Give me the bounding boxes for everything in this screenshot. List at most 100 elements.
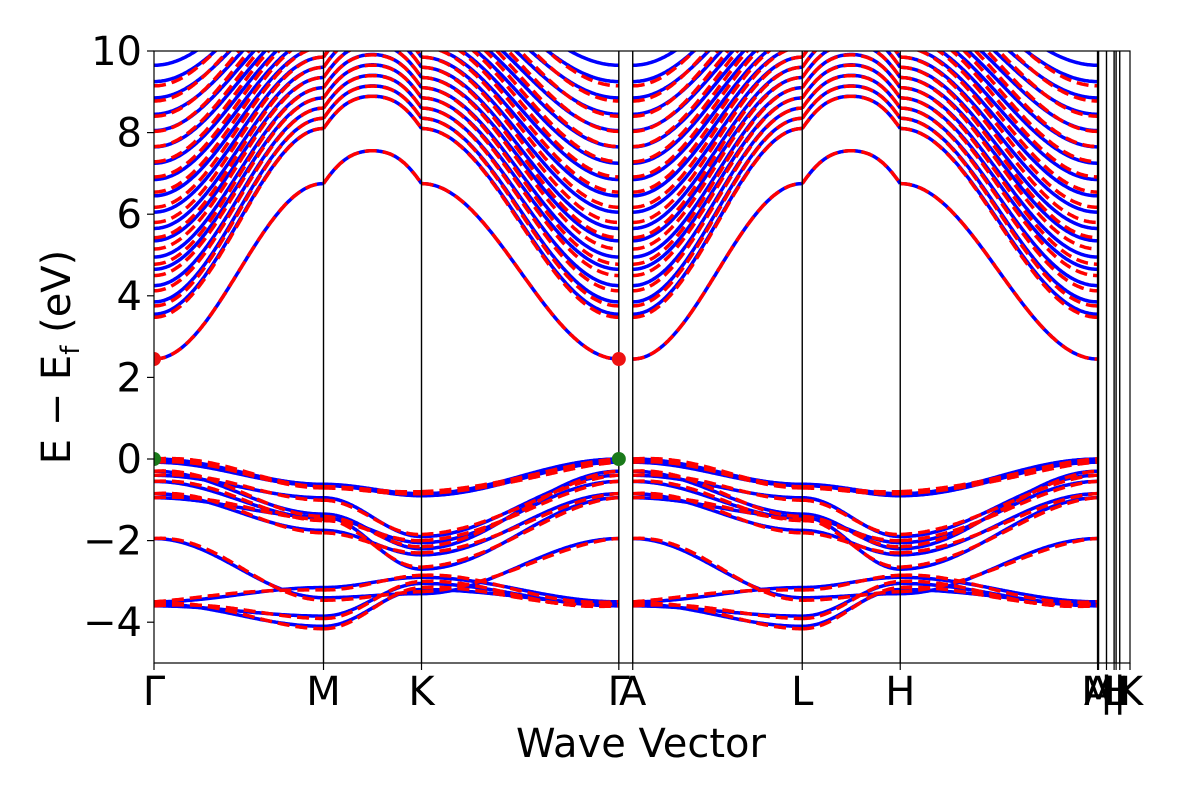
x-tick-label: H — [885, 669, 915, 715]
band-line — [900, 75, 1098, 243]
x-tick-label: | — [1100, 669, 1113, 715]
band-line — [323, 486, 422, 496]
band-line — [154, 51, 245, 116]
band-line — [154, 51, 242, 118]
band-line — [154, 51, 271, 164]
band-line — [900, 116, 1098, 308]
band-line — [915, 51, 1098, 198]
band-line — [1009, 51, 1098, 103]
band-line — [154, 55, 324, 214]
band-line — [900, 536, 1098, 594]
band-line — [632, 51, 697, 88]
band-line — [421, 181, 619, 361]
band-line — [800, 53, 902, 89]
band-line — [1023, 51, 1098, 84]
band-line — [154, 126, 324, 320]
band-line — [530, 51, 619, 103]
x-tick-label: M — [306, 669, 341, 715]
x-tick-label: K — [1117, 669, 1145, 715]
band-line — [421, 85, 619, 259]
band-extremum-marker — [154, 352, 161, 367]
band-line — [802, 589, 901, 602]
band-line — [800, 73, 902, 110]
band-line — [421, 106, 619, 293]
band-line — [324, 0, 422, 16]
band-line — [322, 51, 423, 79]
band-line — [802, 0, 900, 27]
band-line — [900, 457, 1098, 494]
band-line — [632, 473, 803, 502]
band-extremum-marker — [611, 352, 626, 367]
band-line — [996, 51, 1098, 118]
band-line — [421, 85, 619, 266]
band-line — [632, 473, 803, 500]
y-tick-label: 6 — [117, 192, 142, 238]
band-line — [900, 55, 1098, 214]
band-line — [1006, 51, 1098, 100]
band-line — [802, 581, 901, 618]
band-line — [483, 51, 619, 164]
band-line — [154, 51, 282, 179]
band-line — [154, 51, 252, 134]
band-line — [421, 491, 619, 555]
band-line — [154, 51, 257, 133]
band-line — [900, 479, 1098, 543]
x-tick-label: M — [1081, 669, 1116, 715]
band-line — [632, 51, 736, 133]
band-line — [802, 3, 900, 37]
band-line — [154, 51, 218, 84]
band-line — [632, 495, 803, 522]
band-line — [900, 55, 1098, 225]
band-series — [154, 0, 1098, 631]
band-line — [154, 65, 324, 240]
band-line — [566, 51, 619, 68]
band-line — [154, 51, 199, 68]
band-line — [900, 491, 1098, 557]
x-tick-label: K — [408, 669, 436, 715]
x-tick-label: | — [1113, 669, 1126, 715]
band-line — [900, 573, 1098, 605]
band-line — [323, 517, 422, 569]
band-line — [324, 0, 422, 6]
band-line — [965, 51, 1098, 149]
band-line — [421, 96, 619, 272]
x-tick-label: L — [791, 669, 814, 715]
band-line — [154, 473, 324, 502]
band-line — [900, 106, 1098, 293]
band-line — [154, 469, 324, 519]
band-line — [544, 51, 619, 88]
band-line — [421, 496, 619, 571]
band-line — [437, 51, 619, 198]
band-line — [900, 473, 1098, 537]
band-line — [802, 13, 900, 47]
band-line — [800, 51, 902, 79]
x-tick-label: A — [1084, 669, 1112, 715]
band-line — [527, 51, 619, 100]
band-line — [544, 51, 619, 84]
band-line — [915, 51, 1098, 210]
plot-area — [154, 0, 1098, 631]
y-tick-label: 4 — [117, 274, 142, 320]
band-line — [421, 479, 619, 545]
band-line — [154, 601, 324, 631]
band-line — [421, 75, 619, 251]
band-line — [421, 75, 619, 243]
band-line — [1045, 51, 1098, 68]
band-line — [322, 51, 423, 59]
band-line — [800, 84, 902, 120]
y-tick-label: 8 — [117, 111, 142, 157]
plot-frame — [153, 50, 1131, 664]
band-line — [421, 491, 619, 557]
band-line — [632, 106, 803, 293]
y-tick-label: −4 — [83, 600, 142, 646]
band-line — [154, 473, 324, 500]
band-line — [421, 65, 619, 231]
band-line — [154, 75, 324, 251]
y-axis-ticks: −4 −2 0 2 4 6 8 10 — [83, 29, 154, 646]
band-line — [632, 456, 803, 489]
band-line — [322, 148, 423, 185]
band-extremum-marker — [611, 452, 626, 466]
band-line — [421, 479, 619, 543]
band-line — [421, 116, 619, 304]
band-line — [154, 106, 324, 293]
